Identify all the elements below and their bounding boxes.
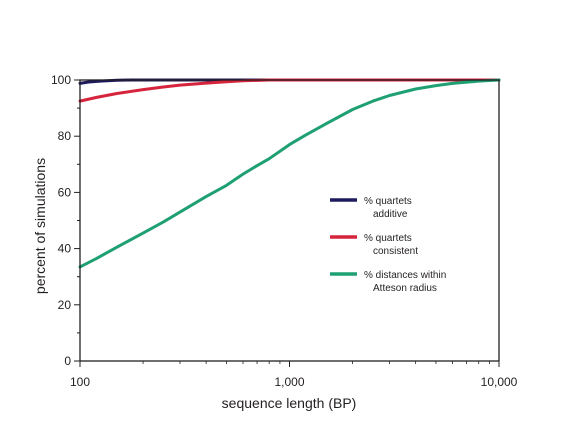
x-tick-label: 100 <box>70 375 90 389</box>
axes-layer <box>79 79 500 362</box>
legend: % quartets additive % quartets consistent % … <box>330 196 446 294</box>
x-tick-label: 1,000 <box>274 375 304 389</box>
legend-label-1: % quartets <box>364 196 412 207</box>
legend-label-1: additive <box>373 209 408 220</box>
x-tick-label: 10,000 <box>481 375 518 389</box>
y-tick-label: 0 <box>64 354 71 368</box>
x-axis-label: sequence length (BP) <box>222 395 357 411</box>
y-tick-label: 20 <box>58 298 72 312</box>
y-tick-label: 100 <box>51 73 71 87</box>
legend-label-3: Atteson radius <box>373 283 437 294</box>
y-tick-label: 80 <box>58 129 72 143</box>
series-layer <box>78 78 501 269</box>
plot-frame <box>79 79 500 362</box>
y-tick-label: 60 <box>58 185 72 199</box>
legend-label-2: consistent <box>373 246 418 257</box>
y-axis-label: percent of simulations <box>32 158 48 294</box>
series-line-2 <box>78 78 501 103</box>
y-tick-label: 40 <box>58 242 72 256</box>
legend-label-3: % distances within <box>364 270 446 281</box>
legend-label-2: % quartets <box>364 233 412 244</box>
ticks-layer: 0 20 40 60 80 100 100 1,000 10,000 <box>51 73 518 389</box>
series-line-3 <box>78 78 501 269</box>
